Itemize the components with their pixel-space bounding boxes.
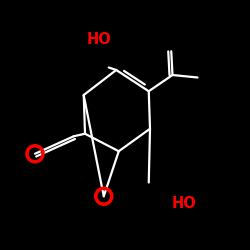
Text: HO: HO bbox=[172, 196, 196, 211]
Text: HO: HO bbox=[86, 32, 111, 48]
